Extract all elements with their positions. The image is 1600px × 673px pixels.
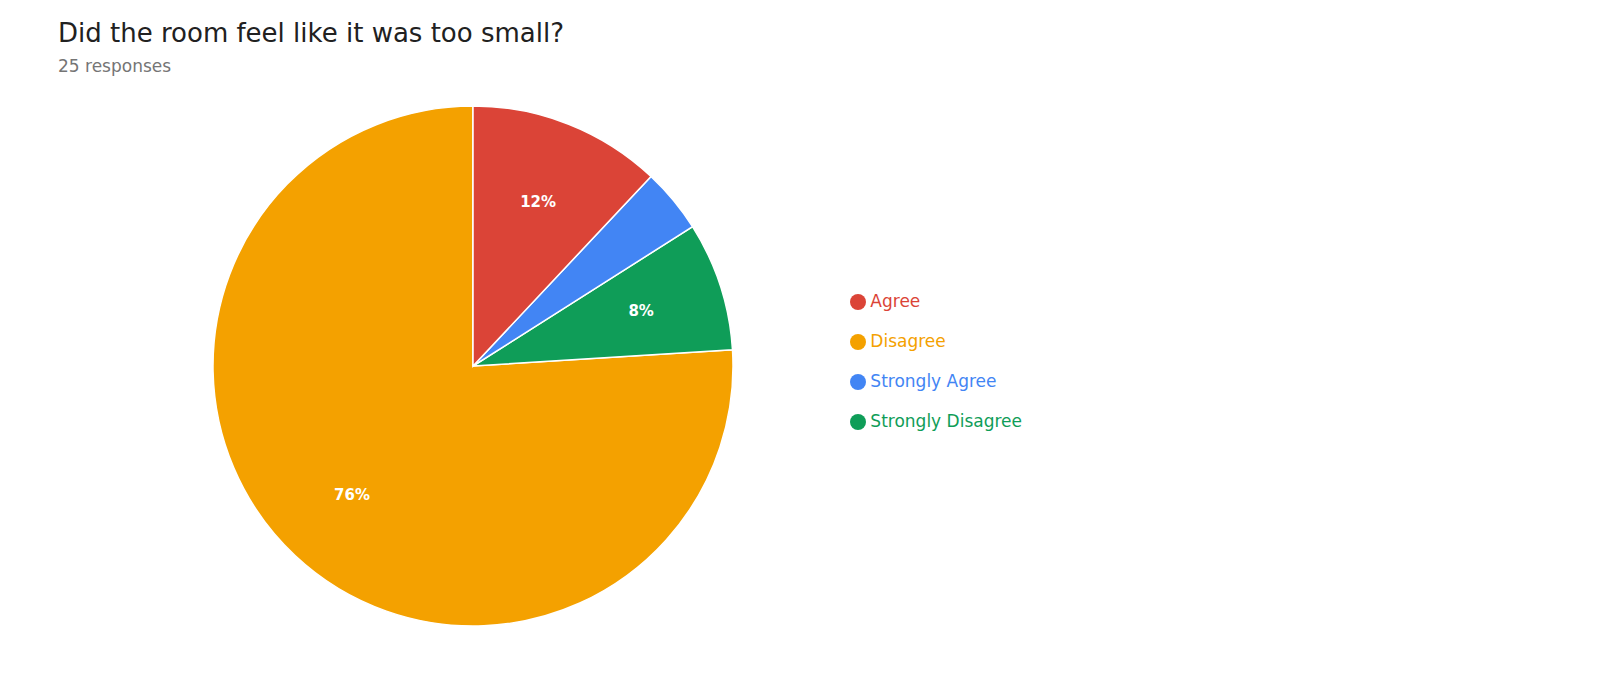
html-text:Strongly Disagree: Strongly Disagree (870, 411, 1022, 431)
html-text:Agree: Agree (870, 291, 921, 311)
html-text:Disagree: Disagree (870, 331, 946, 351)
html-text:Did the room feel like it was: Did the room feel like it was too small? (58, 18, 564, 48)
svg-text:12%: 12% (520, 193, 556, 211)
html-text:25 responses: 25 responses (58, 56, 172, 76)
svg-text:76%: 76% (334, 486, 370, 504)
html-text:Strongly Agree: Strongly Agree (870, 371, 997, 391)
svg-text:8%: 8% (628, 302, 653, 320)
